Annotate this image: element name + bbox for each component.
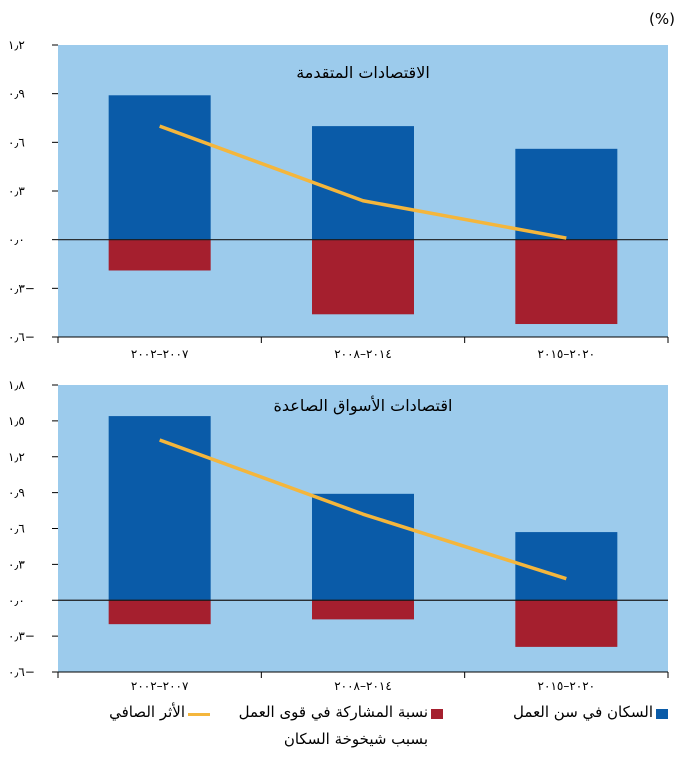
- bar-participation: [312, 600, 414, 620]
- legend-label-net: الأثر الصافي: [109, 703, 185, 721]
- y-tick-label: ٠٫٩: [8, 87, 25, 101]
- bar-working-age: [515, 148, 618, 240]
- bar-participation: [515, 600, 618, 647]
- y-tick-label: ٠٫٣−: [8, 281, 35, 295]
- bar-working-age: [108, 95, 211, 240]
- y-tick-label: ٠٫٩: [8, 486, 25, 500]
- legend-item-working-age: السكان في سن العمل: [513, 703, 668, 721]
- y-tick-label: ٠٫٦−: [8, 665, 35, 679]
- y-tick-label: ٠٫٦−: [8, 330, 35, 344]
- net-effect-line: [159, 438, 567, 581]
- y-tick-label: ٠٫٦: [8, 135, 25, 149]
- bar-working-age: [108, 416, 211, 601]
- category-label: ٢٠٢٠–٢٠١٥: [538, 679, 596, 693]
- panel-title: اقتصادات الأسواق الصاعدة: [274, 395, 453, 416]
- y-tick-label: ١٫٥: [8, 414, 25, 428]
- net-effect-line: [159, 124, 567, 240]
- y-tick-label: ٠٫٠: [8, 233, 25, 247]
- category-label: ٢٠١٤–٢٠٠٨: [334, 347, 392, 361]
- y-tick-label: ١٫٢: [8, 38, 25, 52]
- y-tick-label: ٠٫٦: [8, 522, 25, 536]
- legend: السكان في سن العمل نسبة المشاركة في قوى …: [40, 703, 668, 759]
- bar-working-age: [312, 493, 414, 601]
- chart-figure: ٠٫٦− ٠٫٣− ٠٫٠ ٠٫٣ ٠٫٦ ٠٫٩ ١٫٢ ٢٠٠٧–٢٠٠٢ ٢٠١٤–٢٠٠…: [8, 10, 675, 693]
- legend-item-net: الأثر الصافي: [109, 703, 210, 721]
- panel-title: الاقتصادات المتقدمة: [296, 63, 430, 82]
- legend-label-working-age: السكان في سن العمل: [513, 703, 653, 721]
- legend-swatch-net: [188, 713, 210, 716]
- unit-label: (%): [649, 10, 675, 28]
- y-tick-label: ٠٫٣−: [8, 629, 35, 643]
- bar-participation: [108, 600, 211, 625]
- y-tick-label: ١٫٨: [8, 378, 25, 392]
- y-tick-label: ٠٫٣: [8, 184, 25, 198]
- category-label: ٢٠٠٧–٢٠٠٢: [131, 679, 189, 693]
- legend-label-participation: نسبة المشاركة في قوى العمل بسبب شيخوخة ا…: [238, 703, 428, 748]
- y-tick-label: ١٫٢: [8, 450, 25, 464]
- category-label: ٢٠٢٠–٢٠١٥: [538, 347, 596, 361]
- bar-participation: [312, 239, 414, 315]
- legend-swatch-working-age: [656, 709, 668, 719]
- bar-working-age: [312, 126, 414, 240]
- y-tick-label: ٠٫٠: [8, 593, 25, 607]
- bar-participation: [515, 239, 618, 325]
- legend-swatch-participation: [431, 709, 443, 719]
- category-label: ٢٠٠٧–٢٠٠٢: [131, 347, 189, 361]
- legend-item-participation: نسبة المشاركة في قوى العمل بسبب شيخوخة ا…: [239, 703, 443, 753]
- bar-participation: [108, 239, 211, 271]
- y-tick-label: ٠٫٣: [8, 557, 25, 571]
- category-label: ٢٠١٤–٢٠٠٨: [334, 679, 392, 693]
